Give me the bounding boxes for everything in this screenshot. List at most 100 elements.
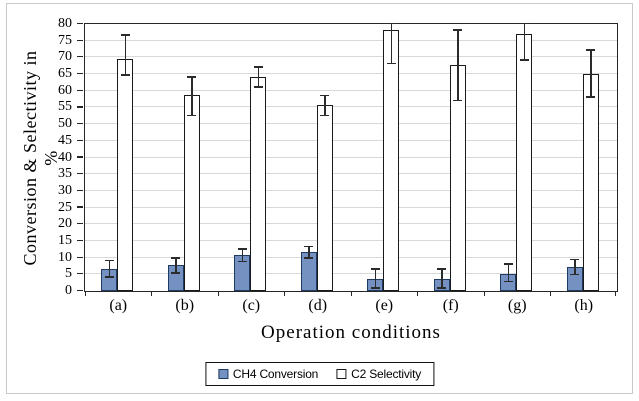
y-axis-tick [76, 289, 83, 292]
y-tick-label: 65 [58, 66, 72, 82]
gridline [84, 206, 617, 208]
bar-c2-selectivity-e [383, 30, 400, 291]
y-axis-tick [76, 189, 83, 191]
bar-c2-selectivity-d [316, 105, 333, 291]
error-bar-cap [171, 257, 181, 259]
x-tick-label: (f) [442, 297, 459, 314]
figure-border [6, 3, 633, 394]
error-bar-cap [104, 259, 114, 262]
error-bar-line [308, 246, 310, 258]
error-bar-cap [320, 114, 330, 117]
y-tick-label: 45 [58, 132, 72, 148]
x-tick-label: (h) [574, 297, 594, 314]
y-axis-tick [76, 39, 83, 41]
gridline [84, 189, 617, 191]
y-axis-tick [76, 139, 83, 141]
gridline [84, 156, 617, 158]
error-bar-cap [320, 94, 330, 96]
error-bar-cap [370, 287, 380, 289]
y-axis-tick [76, 156, 83, 158]
legend-item: CH4 Conversion [217, 367, 319, 381]
error-bar-cap [453, 29, 463, 31]
y-axis-tick [76, 56, 83, 58]
x-tick-label: (d) [308, 297, 328, 314]
error-bar-line [108, 260, 110, 278]
x-tick-label: (c) [242, 297, 261, 314]
error-bar-line [590, 50, 592, 97]
x-axis-tick [84, 290, 86, 296]
y-axis-tick [76, 239, 83, 242]
y-tick-label: 15 [58, 232, 72, 248]
legend-item: C2 Selectivity [336, 367, 421, 381]
y-tick-label: 0 [65, 283, 72, 298]
y-tick-label: 50 [58, 116, 72, 132]
x-axis-tick [284, 290, 286, 296]
error-bar-cap [570, 258, 580, 261]
error-bar-cap [304, 257, 314, 259]
error-bar-cap [104, 276, 114, 278]
error-bar-cap [437, 268, 447, 270]
error-bar-cap [503, 280, 513, 283]
gridline [84, 56, 617, 58]
bar-c2-selectivity-b [183, 95, 200, 291]
error-bar-line [324, 95, 326, 116]
legend-marker-c2-selectivity [336, 369, 347, 379]
gridline [84, 223, 617, 225]
x-axis-tick [151, 290, 153, 296]
error-bar-cap [586, 96, 596, 98]
error-bar-cap [253, 86, 263, 88]
gridline [84, 106, 617, 108]
gridline [84, 256, 617, 258]
y-tick-label: 40 [58, 149, 72, 165]
error-bar-line [124, 35, 126, 76]
gridline [84, 39, 617, 41]
y-axis-tick-labels: 0 5 10 15 20 25 30 35 40 45 50 55 60 65 70 75 80 [0, 16, 77, 298]
y-axis-tick [76, 106, 83, 108]
x-tick-label: (e) [375, 297, 394, 314]
x-axis-tick-labels: (a) (b) (c) (d) (e) (f) (g) (h) [85, 297, 617, 317]
error-bar-line [390, 23, 392, 64]
error-bar-cap [304, 245, 314, 248]
gridline [84, 139, 617, 141]
error-bar-cap [503, 263, 513, 265]
gridline [84, 89, 617, 91]
legend: CH4 Conversion C2 Selectivity [204, 362, 435, 386]
error-bar-cap [187, 76, 197, 78]
gridline [84, 73, 617, 75]
error-bar-line [191, 76, 193, 116]
error-bar-cap [519, 22, 529, 25]
error-bar-cap [570, 273, 580, 276]
error-bar-line [374, 268, 376, 289]
error-bar-cap [237, 248, 247, 250]
y-tick-label: 80 [58, 16, 72, 31]
y-axis-tick [76, 89, 83, 91]
y-axis-tick [76, 273, 83, 275]
legend-label: CH4 Conversion [232, 367, 319, 381]
y-tick-label: 30 [58, 182, 72, 198]
x-axis-tick [615, 290, 617, 296]
error-bar-cap [437, 287, 447, 289]
x-axis-tick [350, 290, 352, 296]
error-bar-cap [171, 272, 181, 274]
error-bar-cap [586, 49, 596, 51]
y-tick-label: 25 [58, 199, 72, 215]
y-axis-tick [76, 256, 83, 258]
error-bar-line [507, 263, 509, 282]
y-tick-label: 10 [58, 249, 72, 265]
error-bar-cap [120, 74, 130, 76]
x-axis-tick [483, 290, 485, 296]
error-bar-line [241, 248, 243, 262]
y-axis-tick [76, 173, 83, 175]
y-tick-label: 5 [65, 266, 72, 282]
x-tick-label: (a) [109, 297, 128, 314]
error-bar-line [175, 257, 177, 274]
bar-c2-selectivity-h [582, 73, 599, 291]
error-bar-line [457, 30, 459, 101]
error-bar-line [523, 23, 525, 61]
x-axis-tick [550, 290, 552, 296]
gridline [84, 123, 617, 125]
plot-area [76, 22, 618, 296]
y-axis-tick [76, 72, 83, 75]
error-bar-cap [120, 34, 130, 36]
